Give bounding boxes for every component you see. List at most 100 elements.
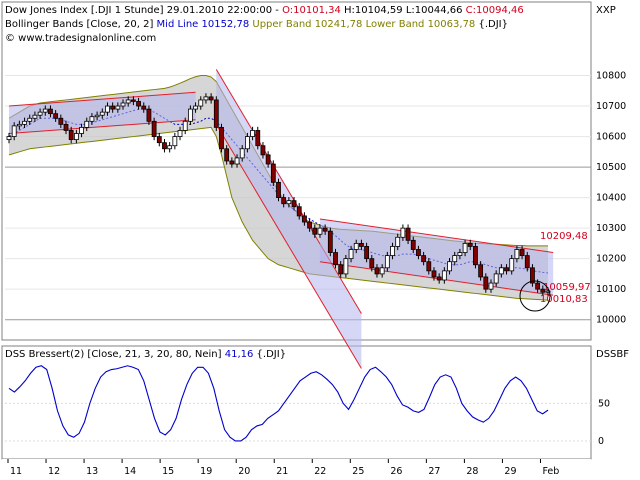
- candle-body: [198, 99, 204, 107]
- candle-body: [105, 105, 110, 113]
- copyright-text: © www.tradesignalonline.com: [5, 33, 156, 44]
- ohlc-prefix: Dow Jones Index [.DJI 1 Stunde] 29.01.20…: [5, 5, 282, 16]
- dss-header: DSS Bressert(2) [Close, 21, 3, 20, 80, N…: [5, 349, 286, 360]
- candle-body: [270, 163, 276, 183]
- candle-body: [416, 249, 421, 256]
- dss-prefix: DSS Bressert(2) [Close, 21, 3, 20, 80, N…: [5, 349, 225, 360]
- channel-upper: [215, 69, 362, 314]
- candle-body: [115, 105, 121, 110]
- dss-value: 41,16: [225, 349, 254, 360]
- candle-body: [483, 276, 489, 290]
- candle-body: [441, 270, 447, 281]
- x-tick-label: 15: [162, 466, 174, 477]
- candle-body: [317, 227, 323, 235]
- candle-body: [545, 290, 551, 293]
- candle-body: [322, 227, 328, 232]
- y-tick-label: 10000: [596, 315, 626, 326]
- candle-body: [187, 108, 193, 122]
- x-tick-label: 21: [276, 466, 288, 477]
- price-annotations: 10209,48 10059,97 10010,83: [519, 231, 591, 312]
- candlesticks: [6, 93, 551, 296]
- candle-body: [136, 101, 141, 107]
- x-tick-label: 14: [124, 466, 136, 477]
- candle-body: [530, 267, 535, 284]
- candle-body: [208, 96, 214, 101]
- candle-body: [281, 197, 287, 205]
- candle-body: [146, 108, 152, 122]
- y-tick-label: 10700: [596, 101, 626, 112]
- x-tick-label: 13: [86, 466, 98, 477]
- candle-body: [327, 230, 333, 253]
- candle-body: [359, 242, 364, 247]
- y-tick-label: 10500: [596, 162, 626, 173]
- candle-body: [452, 255, 458, 263]
- y-tick-label: 10400: [596, 193, 626, 204]
- candle-body: [42, 108, 48, 113]
- level-mid-label: 10059,97: [543, 282, 591, 293]
- bb-prefix: Bollinger Bands [Close, 20, 2]: [5, 19, 157, 30]
- channel-fill: [216, 69, 362, 369]
- dss-series-line: [8, 365, 549, 442]
- candle-body: [151, 120, 157, 137]
- candle-body: [431, 270, 437, 278]
- candle-body: [276, 181, 281, 199]
- channel-upper: [8, 91, 196, 107]
- bb-lower: Lower Band 10063,78: [362, 19, 475, 30]
- candle-body: [447, 261, 452, 272]
- candle-body: [203, 96, 209, 101]
- candle-body: [229, 160, 235, 165]
- ohlc-hl: H:10104,59 L:10044,66: [341, 5, 466, 16]
- candle-body: [110, 105, 116, 110]
- candle-body: [353, 242, 359, 250]
- candle-body: [99, 111, 105, 116]
- candle-body: [125, 99, 131, 104]
- candle-body: [79, 127, 84, 134]
- candle-body: [167, 145, 173, 150]
- candle-body: [141, 105, 147, 110]
- candle-body: [260, 145, 266, 156]
- y-tick-label: 10100: [596, 284, 626, 295]
- channel-lower: [8, 119, 196, 135]
- x-tick-label: 12: [48, 466, 60, 477]
- lower-y-axis: 0 50: [598, 398, 610, 447]
- candle-body: [239, 148, 245, 159]
- dss-suffix: {.DJI}: [253, 349, 286, 360]
- candle-body: [540, 288, 546, 293]
- x-tick-label: 27: [428, 466, 440, 477]
- upper-axis-title: XXP: [596, 5, 616, 16]
- candle-body: [84, 120, 90, 128]
- candle-body: [436, 276, 442, 281]
- candle-body: [302, 215, 307, 223]
- x-tick-label: 22: [314, 466, 326, 477]
- candle-body: [291, 200, 297, 208]
- bb-mid: Mid Line 10152,78: [157, 19, 250, 30]
- x-tick-label: 26: [390, 466, 402, 477]
- candle-body: [374, 267, 380, 275]
- header-line2: Bollinger Bands [Close, 20, 2] Mid Line …: [5, 19, 508, 30]
- x-axis-strip: [2, 459, 591, 478]
- candle-body: [473, 246, 478, 266]
- level-high-label: 10209,48: [540, 231, 588, 242]
- y-tick-label: 10300: [596, 223, 626, 234]
- y-tick-label: 50: [598, 398, 610, 409]
- y-tick-label: 10200: [596, 254, 626, 265]
- channel-upper: [319, 218, 554, 254]
- candle-body: [37, 111, 43, 116]
- candle-body: [524, 255, 530, 269]
- candle-body: [488, 282, 494, 290]
- channel-lower: [319, 261, 554, 296]
- bb-suffix: {.DJI}: [475, 19, 508, 30]
- candle-body: [27, 117, 33, 122]
- candle-body: [245, 136, 250, 150]
- candle-body: [410, 239, 416, 250]
- candle-body: [250, 130, 255, 137]
- x-tick-label: 19: [200, 466, 212, 477]
- candle-body: [478, 264, 484, 278]
- candle-body: [343, 258, 349, 275]
- candle-body: [22, 120, 27, 125]
- candle-body: [162, 142, 167, 150]
- candle-body: [172, 136, 178, 147]
- lower-panel: [1, 345, 592, 460]
- candle-body: [400, 227, 406, 238]
